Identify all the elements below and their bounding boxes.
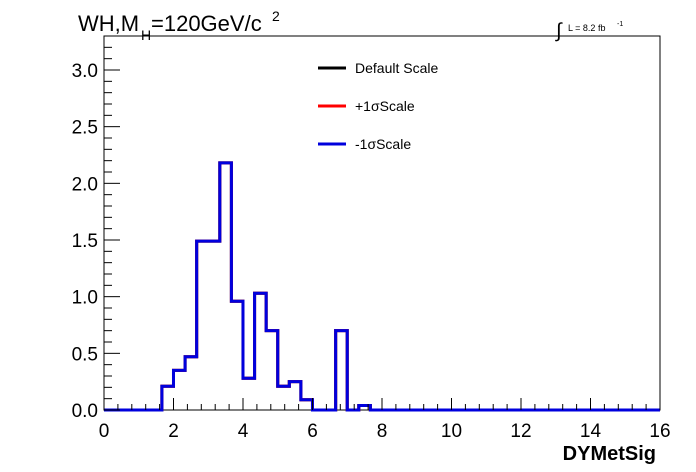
x-tick-label: 6: [307, 421, 318, 442]
y-tick-label: 0.5: [72, 344, 98, 365]
y-tick-label: 2.5: [72, 118, 98, 139]
legend: Default Scale +1σScale -1σScale: [318, 60, 438, 152]
x-tick-label: 14: [580, 421, 602, 442]
title-subscript: H: [141, 27, 151, 43]
x-axis: 0 2 4 6 8 10 12 14 16: [99, 398, 671, 442]
title-rest: =120GeV/c: [151, 11, 262, 36]
legend-label-3: -1σScale: [355, 136, 411, 152]
x-tick-label: 12: [510, 421, 531, 442]
y-tick-label: 0.0: [72, 401, 98, 422]
y-tick-label: 1.0: [72, 288, 98, 309]
lumi-superscript: -1: [617, 21, 623, 28]
x-tick-label: 4: [238, 421, 249, 442]
x-tick-label: 8: [377, 421, 388, 442]
luminosity-label: ∫ L = 8.2 fb -1: [555, 20, 623, 42]
title-main: WH,M: [78, 11, 139, 36]
x-tick-label: 10: [441, 421, 462, 442]
x-axis-title: DYMetSig: [563, 443, 656, 465]
y-axis: 0.0 0.5 1.0 1.5 2.0 2.5 3.0: [72, 35, 120, 422]
lumi-integral-symbol: ∫: [555, 20, 563, 42]
title-superscript: 2: [272, 8, 280, 24]
legend-label-1: Default Scale: [355, 60, 438, 76]
x-tick-label: 2: [168, 421, 179, 442]
lumi-text: L = 8.2 fb: [568, 23, 605, 33]
x-tick-label: 16: [649, 421, 670, 442]
y-tick-label: 3.0: [72, 61, 98, 82]
y-tick-label: 2.0: [72, 174, 98, 195]
x-tick-label: 0: [99, 421, 110, 442]
y-tick-label: 1.5: [72, 231, 98, 252]
chart-title: WH,M H =120GeV/c 2: [78, 8, 280, 43]
legend-label-2: +1σScale: [355, 98, 415, 114]
